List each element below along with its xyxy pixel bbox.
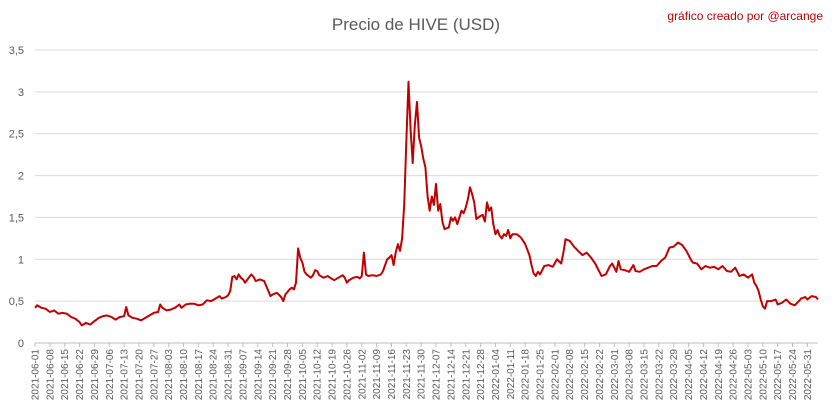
chart-title: Precio de HIVE (USD) [332, 15, 500, 34]
x-tick-label: 2021-08-10 [179, 349, 190, 401]
x-tick-label: 2022-03-22 [654, 349, 665, 401]
x-tick-label: 2021-11-23 [402, 349, 413, 400]
x-tick-label: 2021-08-24 [209, 349, 220, 401]
x-tick-label: 2021-10-26 [342, 349, 353, 401]
x-tick-label: 2022-05-10 [758, 349, 769, 401]
x-tick-label: 2022-05-03 [743, 349, 754, 401]
x-tick-label: 2021-08-03 [164, 349, 175, 401]
x-tick-label: 2022-03-01 [610, 349, 621, 401]
x-tick-label: 2021-09-28 [283, 349, 294, 401]
x-tick-label: 2021-12-14 [446, 349, 457, 401]
x-tick-label: 2022-05-17 [773, 349, 784, 401]
x-tick-label: 2022-01-04 [491, 349, 502, 401]
x-tick-label: 2021-11-09 [372, 349, 383, 400]
x-tick-label: 2022-05-24 [788, 349, 799, 401]
x-tick-label: 2022-02-01 [550, 349, 561, 401]
x-tick-label: 2021-11-02 [357, 349, 368, 400]
gridlines [35, 49, 818, 302]
x-tick-label: 2022-01-18 [521, 349, 532, 401]
x-tick-label: 2021-10-12 [313, 349, 324, 401]
series-group [34, 80, 819, 327]
chart-credit: gráfico creado por @arcange [667, 9, 823, 23]
x-tick-label: 2021-06-01 [31, 349, 42, 401]
x-tick-label: 2022-01-25 [536, 349, 547, 401]
x-tick-label: 2022-02-15 [580, 349, 591, 401]
x-tick-label: 2021-06-08 [45, 349, 56, 401]
x-tick-label: 2021-09-14 [253, 349, 264, 401]
x-tick-label: 2022-03-29 [669, 349, 680, 401]
x-tick-label: 2022-02-08 [565, 349, 576, 401]
x-tick-label: 2021-10-19 [328, 349, 339, 401]
x-tick-label: 2021-07-27 [149, 349, 160, 401]
x-tick-label: 2021-08-17 [194, 349, 205, 401]
x-tick-label: 2022-02-22 [595, 349, 606, 401]
x-tick-label: 2021-06-29 [90, 349, 101, 401]
x-tick-label: 2022-03-08 [625, 349, 636, 401]
x-tick-label: 2021-08-31 [224, 349, 235, 401]
x-tick-label: 2021-09-21 [268, 349, 279, 401]
x-tick-label: 2022-04-12 [699, 349, 710, 401]
x-tick-label: 2021-06-15 [60, 349, 71, 401]
y-tick-label: 2 [18, 171, 24, 183]
x-axis-ticks: 2021-06-01 2021-06-08 2021-06-15 2021-06-22… [31, 343, 814, 400]
x-tick-label: 2022-04-19 [714, 349, 725, 401]
x-tick-label: 2021-10-05 [298, 349, 309, 401]
x-tick-label: 2022-04-05 [684, 349, 695, 401]
x-tick-label: 2022-04-26 [729, 349, 740, 401]
y-tick-label: 1,5 [9, 212, 24, 224]
y-axis-ticks: 0 0,5 1 1,5 2 2,5 3 3,5 [9, 45, 24, 350]
x-tick-label: 2021-07-06 [105, 349, 116, 401]
x-tick-label: 2021-12-21 [461, 349, 472, 401]
x-tick-label: 2021-07-13 [120, 349, 131, 401]
y-tick-label: 3 [18, 87, 24, 99]
x-tick-label: 2021-07-20 [134, 349, 145, 401]
x-tick-label: 2021-11-16 [387, 349, 398, 400]
y-tick-label: 0 [18, 338, 24, 350]
x-tick-label: 2022-03-15 [640, 349, 651, 401]
y-tick-label: 2,5 [9, 129, 24, 141]
x-tick-label: 2021-09-07 [238, 349, 249, 401]
x-tick-label: 2022-05-31 [803, 349, 814, 401]
y-tick-label: 0,5 [9, 296, 24, 308]
x-tick-label: 2021-12-28 [476, 349, 487, 401]
series-line [34, 80, 819, 327]
x-tick-label: 2021-06-22 [75, 349, 86, 401]
y-tick-label: 1 [18, 254, 24, 266]
x-tick-label: 2021-12-07 [432, 349, 443, 401]
x-tick-label: 2022-01-11 [506, 349, 517, 400]
y-tick-label: 3,5 [9, 45, 24, 57]
x-tick-label: 2021-11-30 [417, 349, 428, 400]
